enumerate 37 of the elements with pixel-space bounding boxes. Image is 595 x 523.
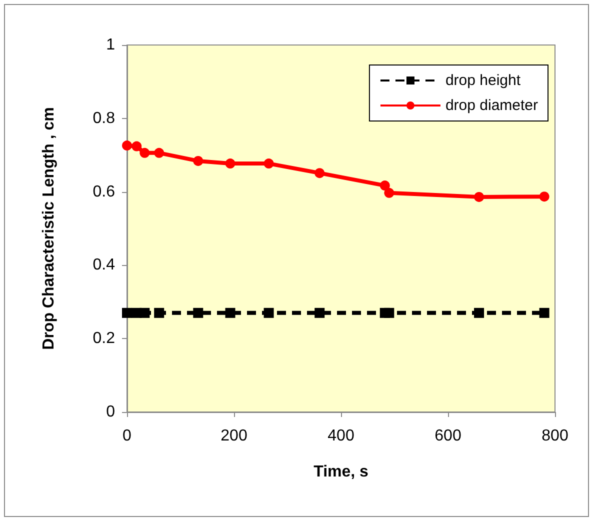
x-tick-label: 600	[434, 428, 462, 444]
point	[140, 148, 150, 158]
point	[154, 148, 164, 158]
point	[140, 308, 150, 318]
point	[193, 308, 204, 318]
x-axis-title: Time, s	[314, 464, 369, 480]
point	[264, 308, 274, 318]
point	[384, 308, 394, 318]
point	[225, 308, 236, 318]
x-tick-label: 400	[328, 428, 354, 444]
point	[539, 192, 550, 202]
x-tick-label: 200	[220, 428, 248, 444]
point	[380, 180, 390, 191]
point	[264, 158, 274, 169]
point	[539, 308, 550, 318]
point	[132, 141, 142, 152]
y-tick-label: 0	[106, 404, 116, 420]
y-axis-title: Drop Characteristic Length , cm	[40, 107, 58, 350]
y-tick-label: 0.6	[92, 183, 116, 200]
y-tick-label: 0.8	[92, 110, 116, 127]
point	[314, 168, 325, 178]
y-tick-label: 0.2	[92, 330, 116, 348]
x-tick-label: 0	[122, 428, 132, 444]
y-tick-label: 1	[106, 36, 116, 54]
point	[154, 308, 164, 318]
x-tick-label: 800	[542, 428, 568, 444]
point	[122, 140, 132, 151]
legend-label: drop diameter	[445, 97, 538, 114]
y-tick-label: 0.4	[92, 256, 116, 274]
point	[474, 192, 484, 202]
point	[122, 308, 132, 318]
point	[474, 308, 484, 318]
point	[225, 158, 236, 169]
point	[314, 308, 325, 318]
point	[193, 156, 204, 166]
legend-label: drop height	[445, 72, 522, 89]
point	[384, 188, 394, 198]
